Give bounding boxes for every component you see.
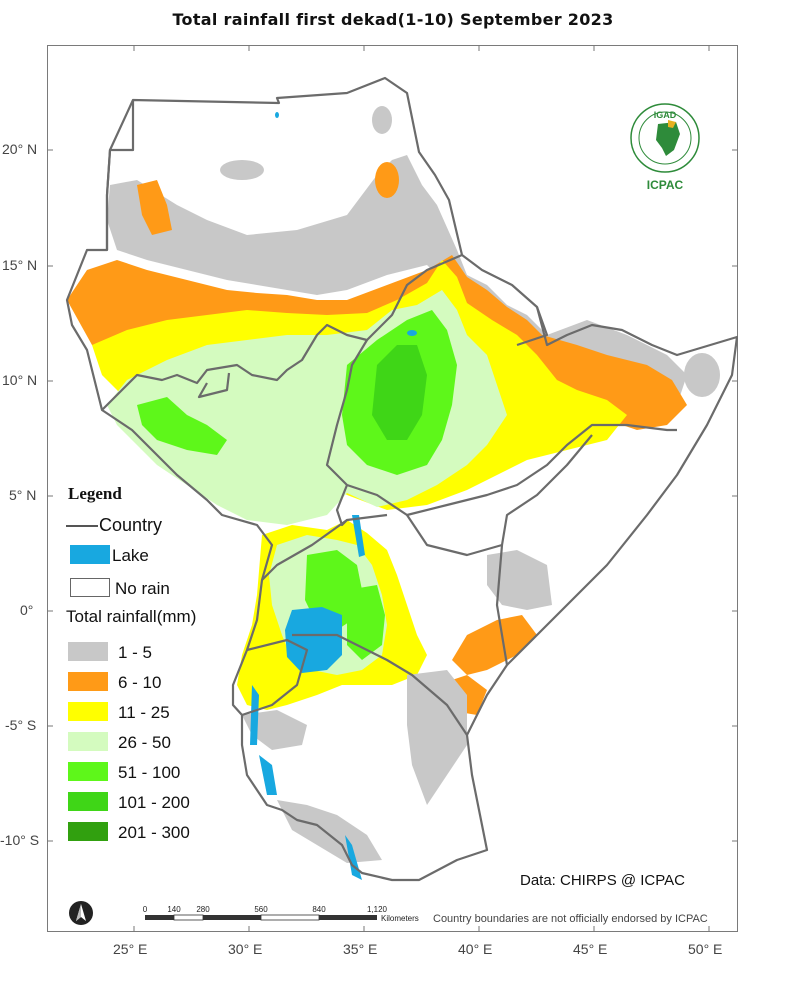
logo-bottom-text: ICPAC [646, 178, 684, 192]
lat-label-15n: 15° N [2, 257, 38, 273]
legend-no-rain-label: No rain [115, 579, 170, 598]
map-frame [47, 45, 738, 932]
legend-no-rain-swatch [70, 578, 110, 597]
lon-label-50e: 50° E [688, 941, 723, 957]
legend-swatch-101-200 [68, 792, 108, 811]
scale-bar: 0 140 280 560 840 1,120 Kilometers [137, 903, 437, 930]
scale-tick-280: 280 [196, 905, 210, 914]
disclaimer: Country boundaries are not officially en… [433, 913, 708, 925]
legend-class-11-25: 11 - 25 [118, 703, 170, 722]
legend-country-line [66, 525, 98, 527]
igad-icpac-logo: IGAD ICPAC [628, 100, 702, 192]
legend-class-6-10: 6 - 10 [118, 673, 162, 692]
legend-heading: Legend [68, 484, 122, 503]
lon-label-25e: 25° E [113, 941, 148, 957]
lake-victoria [285, 607, 342, 673]
lat-label-20n: 20° N [2, 141, 38, 157]
legend-total-rainfall-label: Total rainfall(mm) [66, 607, 197, 626]
lat-label-10n: 10° N [2, 372, 38, 388]
legend-lake-label: Lake [112, 546, 149, 565]
rainfall-map [47, 45, 738, 932]
legend-swatch-11-25 [68, 702, 108, 721]
lat-label-10s: -10° S [0, 832, 40, 848]
legend-class-1-5: 1 - 5 [118, 643, 153, 662]
legend-swatch-1-5 [68, 642, 108, 661]
lat-label-5n: 5° N [9, 487, 37, 503]
legend-swatch-201-300 [68, 822, 108, 841]
data-source: Data: CHIRPS @ ICPAC [520, 872, 685, 889]
legend-class-26-50: 26 - 50 [118, 733, 171, 752]
logo-top-text: IGAD [654, 110, 677, 120]
legend-class-201-300: 201 - 300 [118, 823, 190, 842]
scale-tick-560: 560 [254, 905, 268, 914]
lon-label-40e: 40° E [458, 941, 493, 957]
scale-unit: Kilometers [381, 914, 419, 923]
lon-label-30e: 30° E [228, 941, 263, 957]
legend-swatch-6-10 [68, 672, 108, 691]
scale-tick-840: 840 [312, 905, 326, 914]
scale-tick-140: 140 [167, 905, 181, 914]
legend-swatch-51-100 [68, 762, 108, 781]
lat-label-5s: -5° S [5, 717, 37, 733]
lon-label-45e: 45° E [573, 941, 608, 957]
legend-class-101-200: 101 - 200 [118, 793, 190, 812]
lon-label-35e: 35° E [343, 941, 378, 957]
legend-class-51-100: 51 - 100 [118, 763, 181, 782]
legend-lake-swatch [70, 545, 110, 564]
legend-swatch-26-50 [68, 732, 108, 751]
scale-tick-0: 0 [143, 905, 148, 914]
legend-country-label: Country [99, 515, 163, 535]
north-arrow-icon [68, 900, 94, 931]
scale-tick-1120: 1,120 [367, 905, 388, 914]
lat-label-0: 0° [20, 602, 34, 618]
map-title: Total rainfall first dekad(1-10) Septemb… [172, 10, 614, 29]
